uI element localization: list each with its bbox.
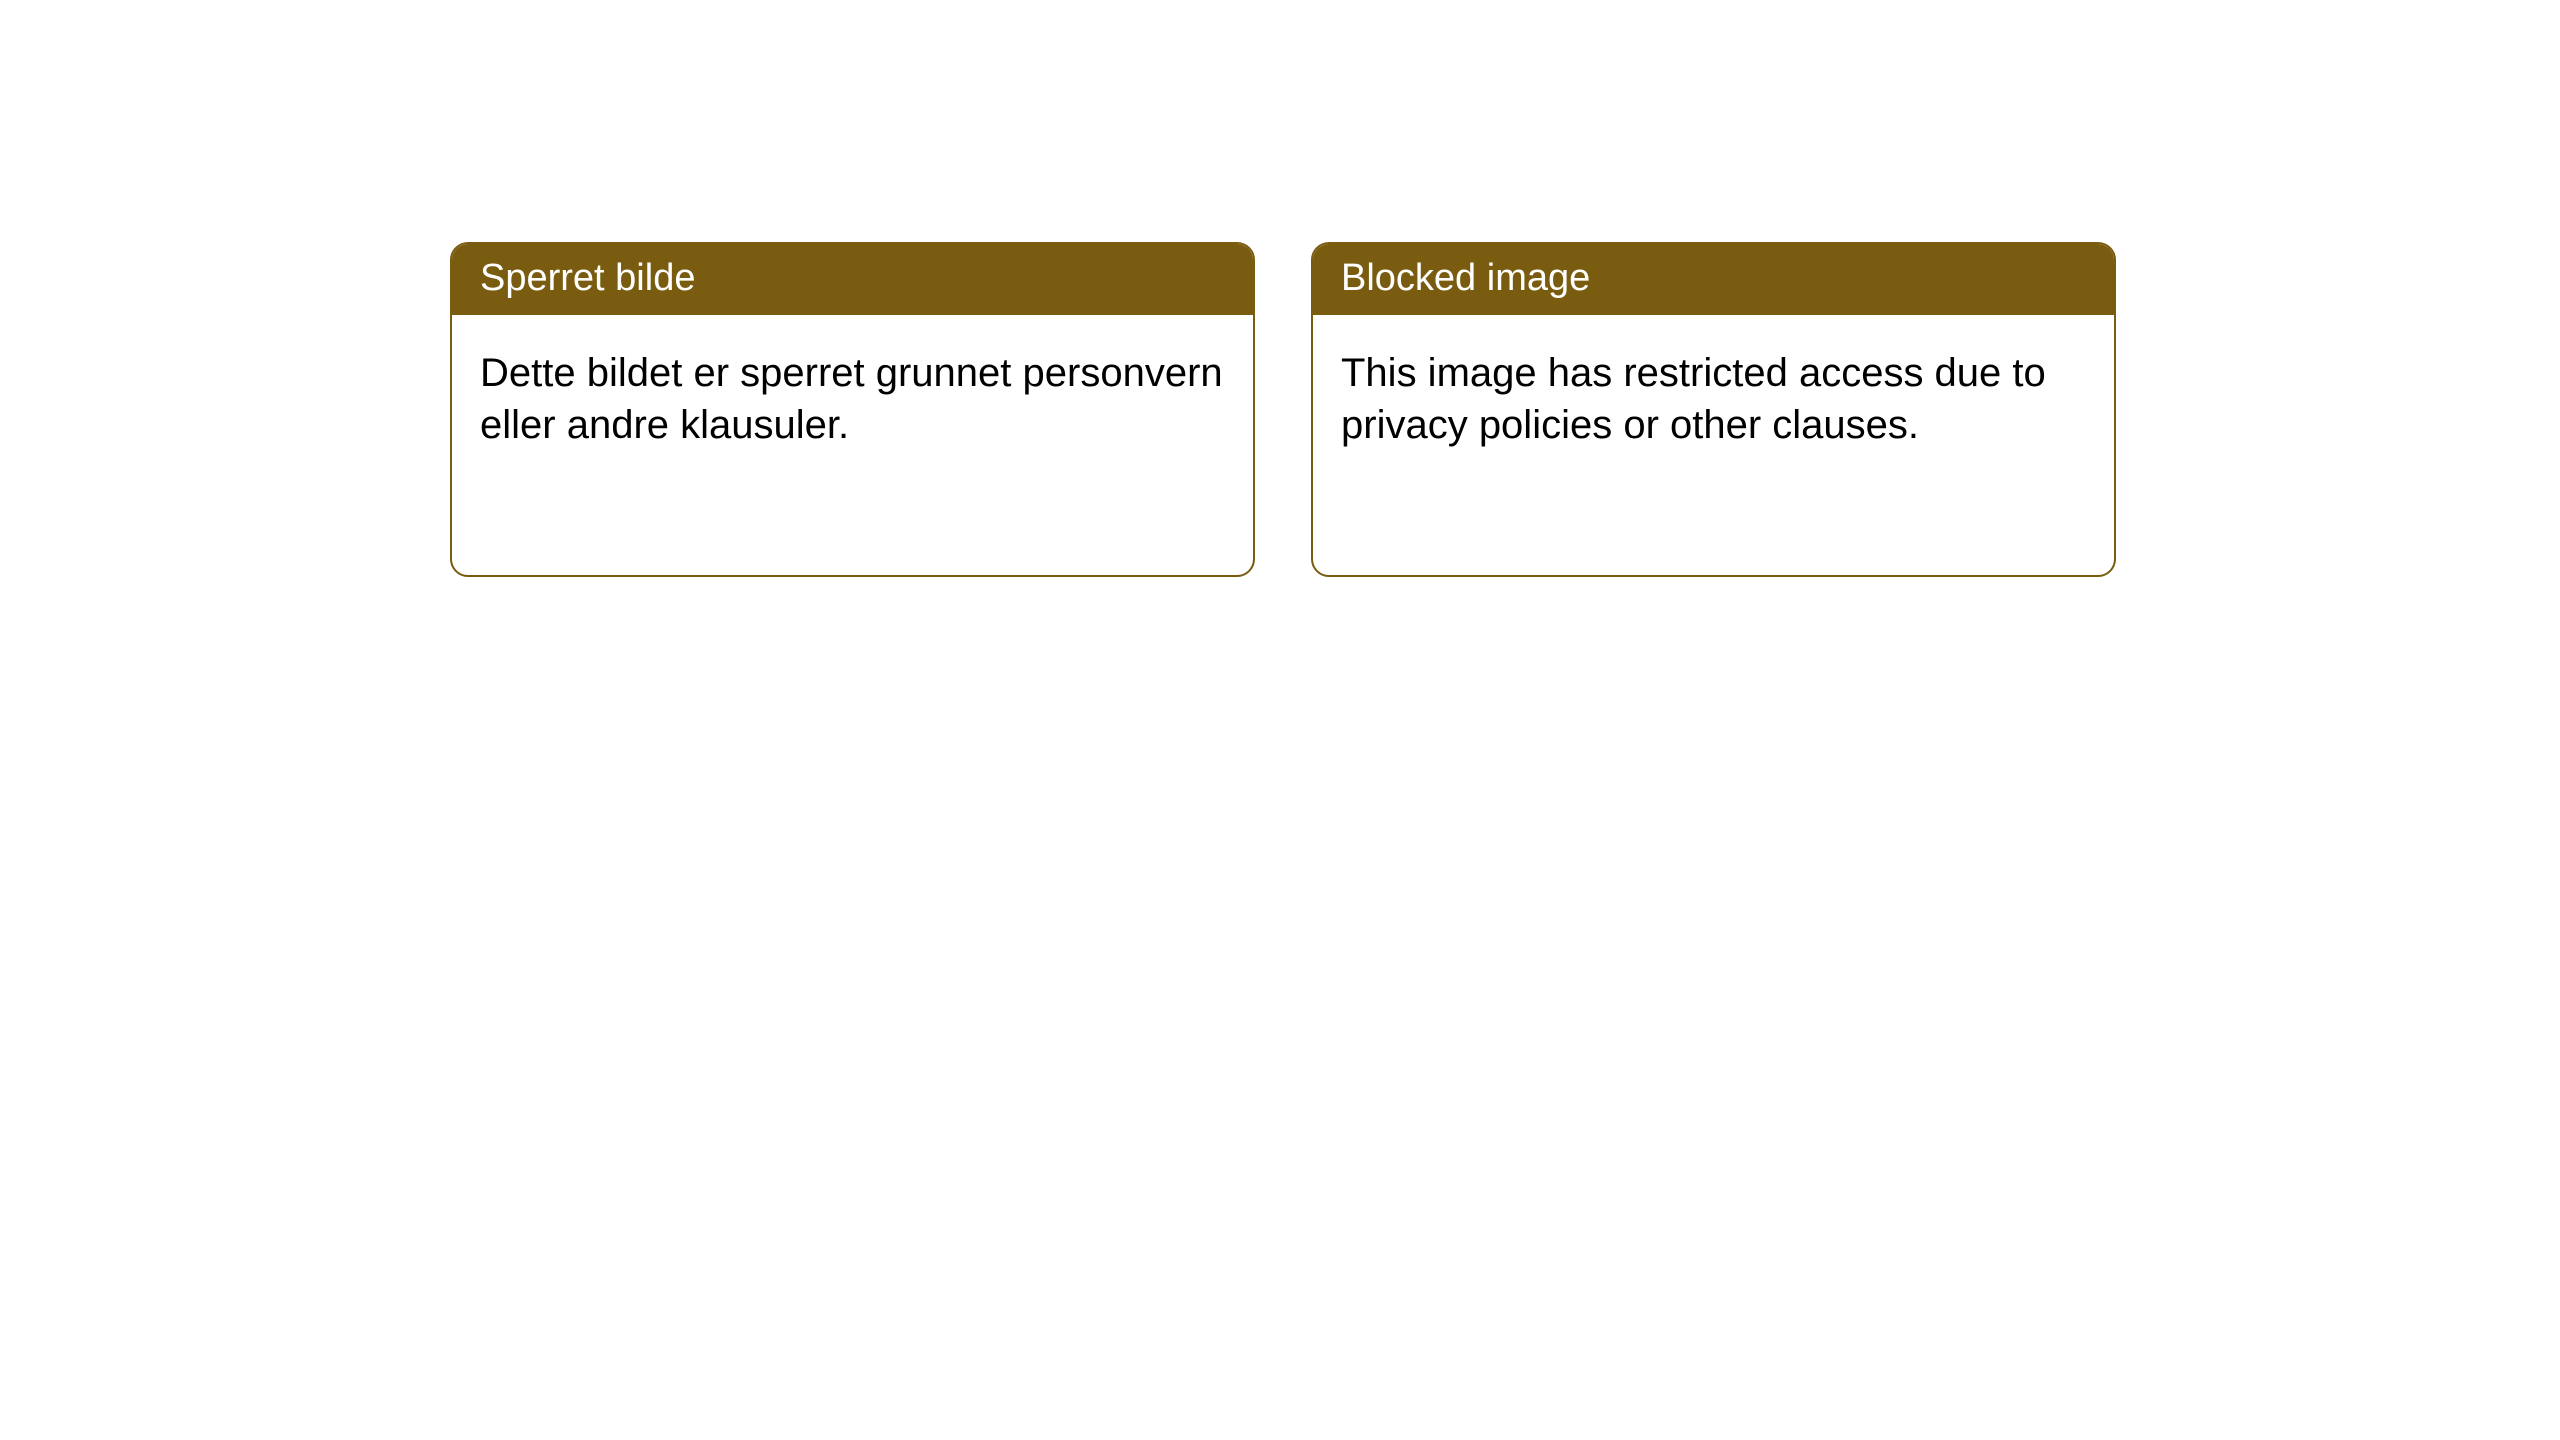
notice-header: Sperret bilde [452,244,1253,315]
notice-container: Sperret bilde Dette bildet er sperret gr… [0,0,2560,577]
notice-card-english: Blocked image This image has restricted … [1311,242,2116,577]
notice-body: This image has restricted access due to … [1313,315,2114,483]
notice-card-norwegian: Sperret bilde Dette bildet er sperret gr… [450,242,1255,577]
notice-header: Blocked image [1313,244,2114,315]
notice-body: Dette bildet er sperret grunnet personve… [452,315,1253,483]
